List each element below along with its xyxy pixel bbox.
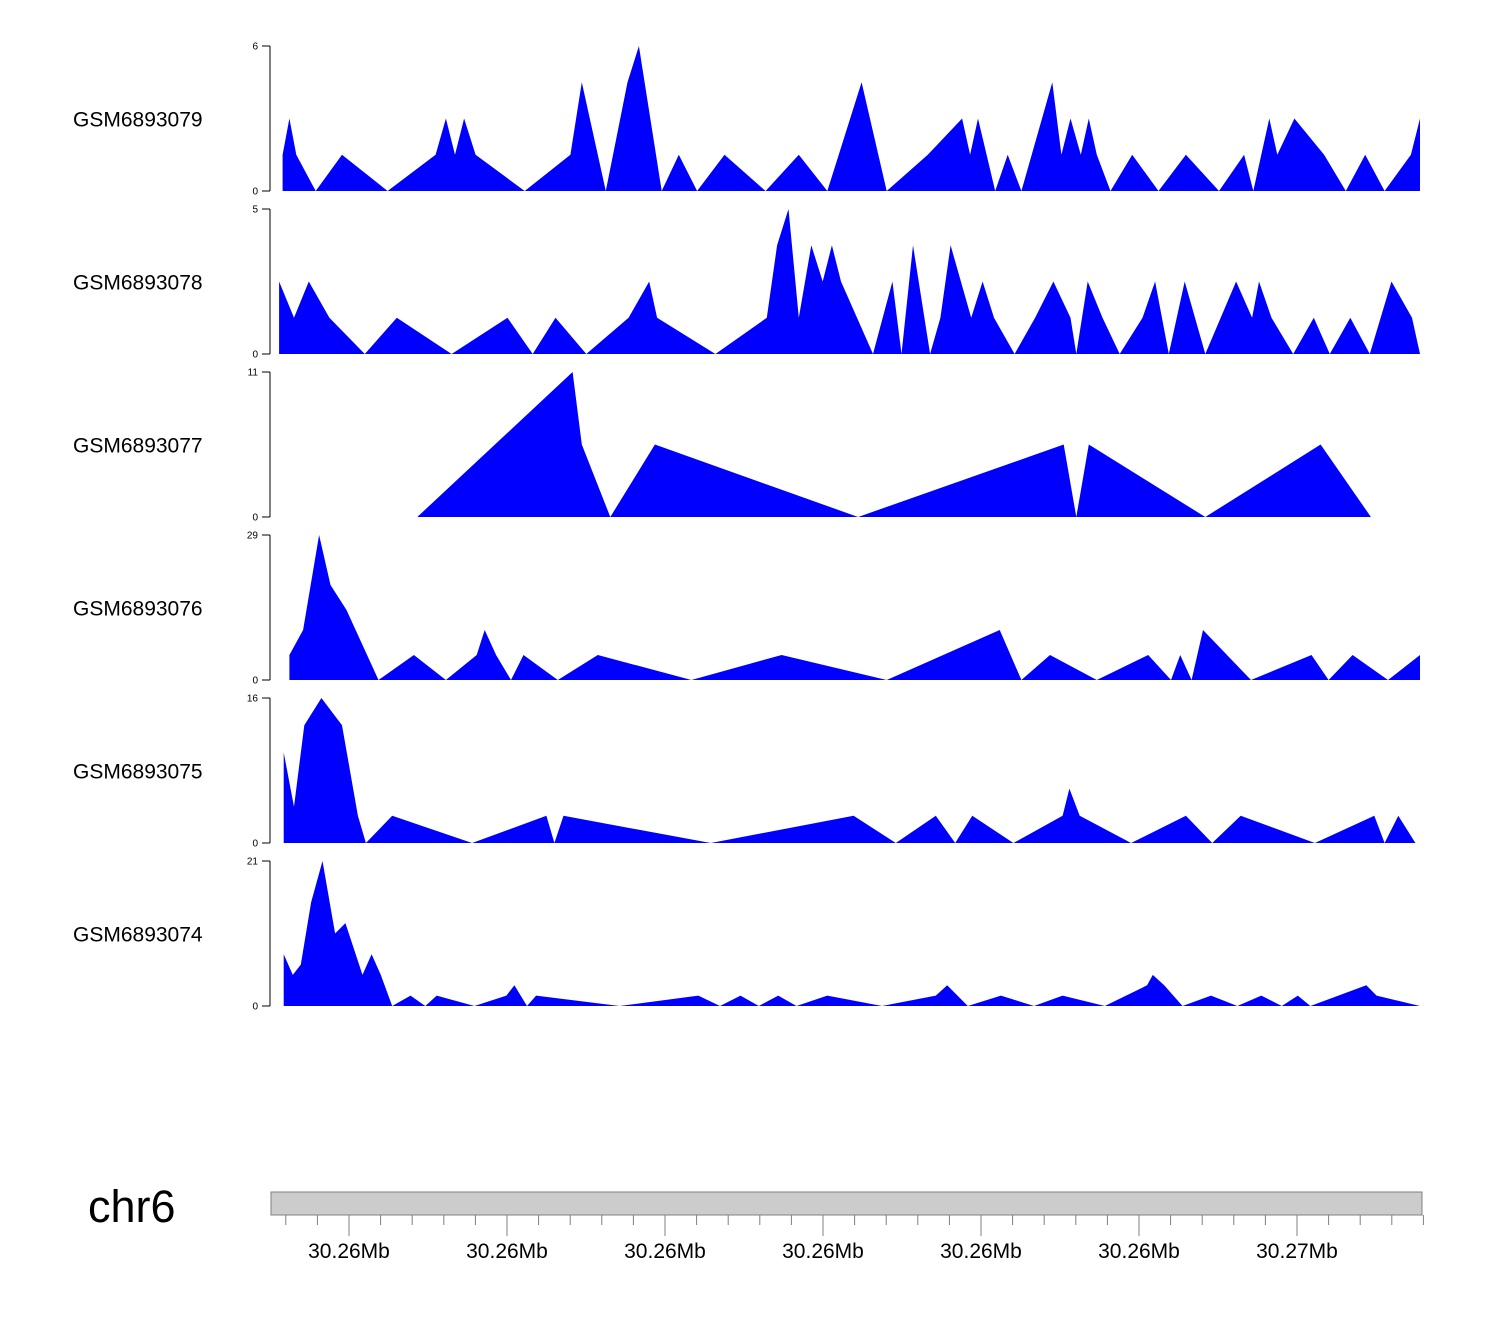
x-axis-ticks: 30.26Mb 30.26Mb 30.26Mb 30.26Mb 30.26Mb 30.26… (285, 1215, 1424, 1263)
y-tick-label: 16 (247, 694, 259, 705)
track-GSM6893076: GSM6893076 0 29 (73, 531, 1420, 687)
y-tick-label: 6 (252, 42, 258, 53)
genome-axis: chr6 30.26Mb 30.26Mb 30.26Mb 30.26Mb 30.26Mb… (88, 1181, 1424, 1263)
data-tracks: GSM689307906GSM689307805GSM6893077011GSM… (73, 42, 1421, 1013)
y-tick-label: 11 (248, 368, 259, 379)
y-tick-label: 0 (252, 676, 258, 687)
track-label: GSM6893076 (73, 598, 203, 621)
track-GSM6893078: GSM6893078 0 5 (73, 205, 1421, 361)
track-label: GSM6893078 (73, 272, 203, 295)
coverage-area (283, 861, 1421, 1006)
coverage-area (417, 372, 1371, 517)
y-tick-label: 5 (252, 205, 258, 216)
track-GSM6893074: GSM6893074 0 21 (73, 857, 1421, 1013)
x-tick-label: 30.27Mb (1256, 1240, 1338, 1263)
track-GSM6893077: GSM6893077 0 11 (73, 368, 1371, 524)
coverage-area (289, 535, 1420, 680)
x-tick-label: 30.26Mb (308, 1240, 390, 1263)
y-tick-label: 0 (252, 1002, 258, 1013)
track-label: GSM6893079 (73, 109, 203, 132)
y-tick-label: 21 (247, 857, 259, 868)
x-tick-label: 30.26Mb (940, 1240, 1022, 1263)
track-label: GSM6893074 (73, 924, 203, 947)
chromosome-label: chr6 (88, 1181, 176, 1232)
y-tick-label: 0 (252, 187, 258, 198)
x-tick-label: 30.26Mb (624, 1240, 706, 1263)
track-label: GSM6893077 (73, 435, 203, 458)
y-tick-label: 0 (252, 513, 258, 524)
track-GSM6893079: GSM6893079 0 6 (73, 42, 1421, 198)
x-tick-label: 30.26Mb (466, 1240, 548, 1263)
x-tick-label: 30.26Mb (1098, 1240, 1180, 1263)
y-tick-label: 0 (252, 350, 258, 361)
coverage-area (279, 209, 1421, 354)
track-label: GSM6893075 (73, 761, 203, 784)
track-GSM6893075: GSM6893075 0 16 (73, 694, 1416, 850)
chromosome-ideogram (270, 1191, 1423, 1216)
coverage-area (283, 698, 1416, 843)
x-tick-label: 30.26Mb (782, 1240, 864, 1263)
y-tick-label: 0 (252, 839, 258, 850)
coverage-area (282, 46, 1421, 191)
y-tick-label: 29 (247, 531, 259, 542)
